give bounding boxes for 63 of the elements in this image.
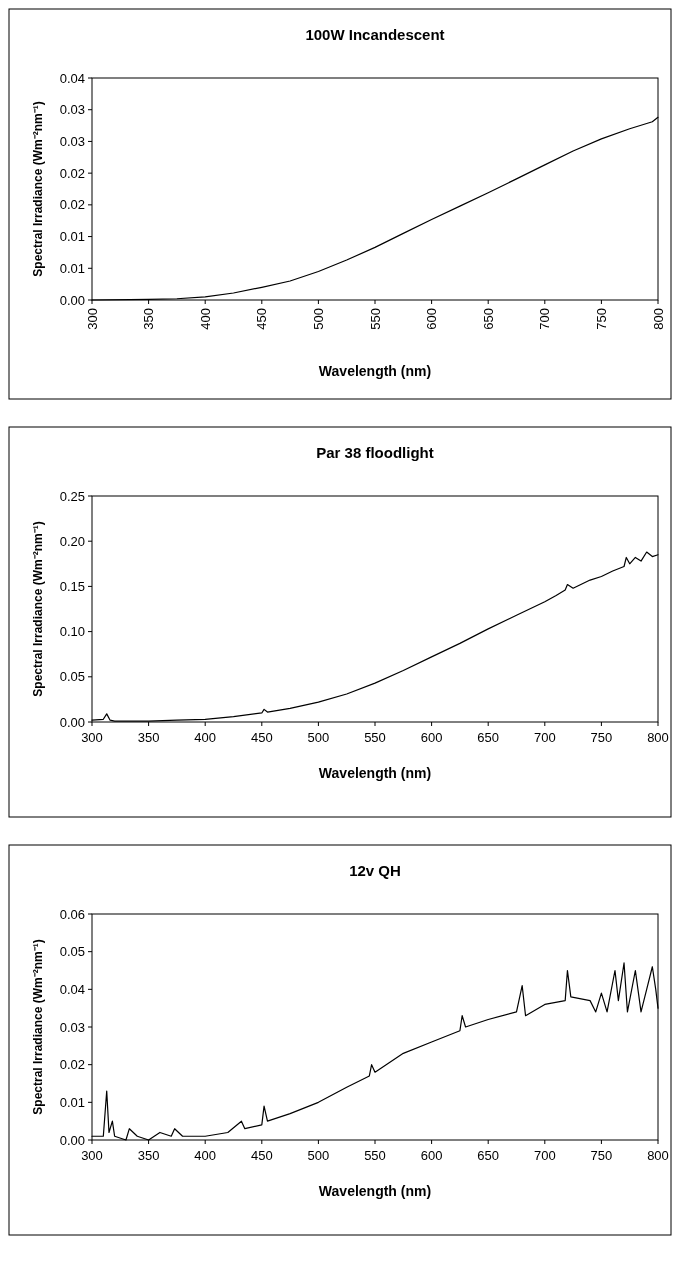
y-tick-label: 0.05 — [59, 669, 85, 685]
x-tick-label: 450 — [250, 730, 273, 745]
chart-title: 100W Incandescent — [305, 26, 445, 43]
y-axis-title: Spectral Irradiance (Wm⁻²nm⁻¹) — [31, 939, 45, 1115]
x-tick-label: 550 — [367, 308, 383, 330]
x-tick-label: 750 — [590, 730, 613, 745]
x-tick-label: 800 — [647, 730, 669, 745]
y-tick-label: 0.03 — [59, 133, 85, 149]
x-tick-label: 700 — [537, 308, 553, 330]
x-tick-label: 800 — [650, 308, 666, 330]
y-tick-label: 0.04 — [59, 981, 85, 997]
y-tick-label: 0.01 — [59, 260, 85, 276]
y-tick-label: 0.02 — [59, 165, 85, 181]
x-tick-label: 700 — [533, 730, 556, 745]
x-tick-label: 300 — [84, 308, 100, 330]
x-tick-label: 600 — [424, 308, 440, 330]
x-tick-label: 400 — [194, 730, 217, 745]
x-tick-label: 500 — [307, 1148, 330, 1163]
x-tick-label: 450 — [250, 1148, 273, 1163]
y-tick-label: 0.00 — [59, 714, 85, 730]
x-axis-title: Wavelength (nm) — [318, 363, 432, 379]
y-axis-title: Spectral Irradiance (Wm⁻²nm⁻¹) — [31, 521, 45, 697]
y-tick-label: 0.04 — [59, 70, 85, 86]
x-tick-label: 350 — [137, 1148, 160, 1163]
x-tick-label: 400 — [194, 1148, 217, 1163]
x-tick-label: 350 — [141, 308, 157, 330]
x-tick-label: 300 — [81, 1148, 103, 1163]
chart-title: Par 38 floodlight — [316, 444, 434, 461]
x-tick-label: 750 — [593, 308, 609, 330]
x-tick-label: 500 — [307, 730, 330, 745]
x-tick-label: 600 — [420, 730, 443, 745]
x-axis-title: Wavelength (nm) — [318, 765, 432, 781]
y-axis-title: Spectral Irradiance (Wm⁻²nm⁻¹) — [31, 101, 45, 277]
x-tick-label: 600 — [420, 1148, 443, 1163]
x-tick-label: 350 — [137, 730, 160, 745]
x-tick-label: 500 — [310, 308, 326, 330]
x-tick-label: 800 — [647, 1148, 669, 1163]
y-tick-label: 0.02 — [59, 197, 85, 213]
x-tick-label: 650 — [480, 308, 496, 330]
y-tick-label: 0.03 — [59, 102, 85, 118]
x-axis-title: Wavelength (nm) — [318, 1183, 432, 1199]
y-tick-label: 0.00 — [59, 1132, 85, 1148]
y-tick-label: 0.02 — [59, 1057, 85, 1073]
y-tick-label: 0.03 — [59, 1019, 85, 1035]
chart-title: 12v QH — [349, 862, 401, 879]
x-tick-label: 650 — [477, 730, 500, 745]
y-tick-label: 0.06 — [59, 906, 85, 922]
y-tick-label: 0.01 — [59, 229, 85, 245]
x-tick-label: 300 — [81, 730, 103, 745]
x-tick-label: 450 — [254, 308, 270, 330]
y-tick-label: 0.20 — [59, 533, 85, 549]
y-tick-label: 0.15 — [59, 578, 85, 594]
y-tick-label: 0.25 — [59, 488, 85, 504]
x-tick-label: 400 — [197, 308, 213, 330]
x-tick-label: 750 — [590, 1148, 613, 1163]
y-tick-label: 0.10 — [59, 624, 85, 640]
x-tick-label: 650 — [477, 1148, 500, 1163]
x-tick-label: 550 — [364, 730, 386, 745]
x-tick-label: 700 — [533, 1148, 556, 1163]
y-tick-label: 0.00 — [59, 292, 85, 308]
y-tick-label: 0.05 — [59, 944, 85, 960]
y-tick-label: 0.01 — [59, 1094, 85, 1110]
x-tick-label: 550 — [364, 1148, 386, 1163]
